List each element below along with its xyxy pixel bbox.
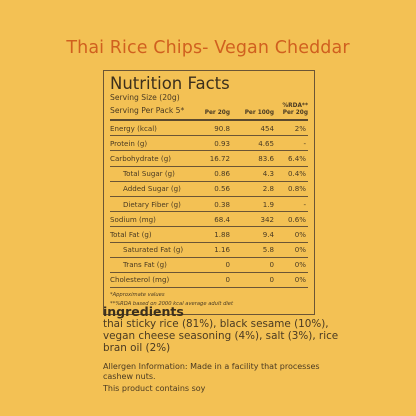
table-row-saturated-fat: Saturated Fat (g) 1.16 5.8 0% <box>110 243 308 258</box>
row-label: Sodium (mg) <box>110 214 156 224</box>
row-label: Trans Fat (g) <box>123 260 167 270</box>
row-label: Energy (kcal) <box>110 123 157 133</box>
table-row-trans-fat: Trans Fat (g) 0 0 0% <box>110 258 308 273</box>
row-per20g: 0.93 <box>214 138 230 148</box>
table-row-dietary-fiber: Dietary Fiber (g) 0.38 1.9 - <box>110 197 308 213</box>
row-label: Total Sugar (g) <box>123 169 175 179</box>
row-per100g: 83.6 <box>258 153 274 163</box>
table-row-energy: Energy (kcal) 90.8 454 2% <box>110 121 308 137</box>
column-header-rda-line1: %RDA** <box>282 103 308 109</box>
row-per100g: 1.9 <box>262 199 274 209</box>
product-title: Thai Rice Chips- Vegan Cheddar <box>66 38 350 58</box>
column-header-row: Serving Per Pack 5* Per 20g Per 100g %RD… <box>110 103 308 116</box>
row-rda: 2% <box>294 123 306 133</box>
row-rda: 0% <box>294 245 306 255</box>
row-per20g: 0.56 <box>214 184 230 194</box>
row-label: Dietary Fiber (g) <box>123 199 181 209</box>
row-rda: 0.8% <box>287 184 306 194</box>
row-rda: - <box>303 138 306 148</box>
soy-notice: This product contains soy <box>103 384 206 393</box>
row-rda: 6.4% <box>287 153 306 163</box>
row-per100g: 454 <box>260 123 274 133</box>
table-row-protein: Protein (g) 0.93 4.65 - <box>110 136 308 152</box>
column-header-per20g: Per 20g <box>204 109 230 116</box>
row-label: Total Fat (g) <box>110 229 152 239</box>
row-rda: 0.4% <box>287 169 306 179</box>
row-per20g: 68.4 <box>214 214 230 224</box>
row-rda: 0% <box>294 229 306 239</box>
ingredients-text: thai sticky rice (81%), black sesame (10… <box>103 318 339 354</box>
row-per20g: 90.8 <box>214 123 230 133</box>
row-per100g: 0 <box>269 275 274 285</box>
row-label: Protein (g) <box>110 138 148 148</box>
row-per100g: 4.3 <box>262 169 274 179</box>
table-row-sodium: Sodium (mg) 68.4 342 0.6% <box>110 212 308 228</box>
row-per100g: 9.4 <box>262 229 274 239</box>
row-rda: 0.6% <box>287 214 306 224</box>
row-per20g: 16.72 <box>209 153 230 163</box>
table-row-cholesterol: Cholesterol (mg) 0 0 0% <box>110 273 308 289</box>
row-per100g: 2.8 <box>262 184 274 194</box>
footnote-rda: **%RDA based on 2000 kcal average adult … <box>110 301 234 308</box>
row-per20g: 1.88 <box>214 229 230 239</box>
row-per20g: 0.86 <box>214 169 230 179</box>
ingredients-heading: ingredients <box>103 304 184 319</box>
row-per100g: 342 <box>260 214 274 224</box>
nutrition-facts-panel: Nutrition Facts Serving Size (20g) Servi… <box>103 70 315 316</box>
column-header-rda: %RDA** Per 20g <box>274 103 308 116</box>
serving-per-pack: Serving Per Pack 5* <box>110 106 185 115</box>
row-label: Cholesterol (mg) <box>110 275 170 285</box>
row-rda: 0% <box>294 260 306 270</box>
allergen-information: Allergen Information: Made in a facility… <box>103 362 320 381</box>
row-label: Added Sugar (g) <box>123 184 181 194</box>
row-per100g: 0 <box>269 260 274 270</box>
row-per20g: 1.16 <box>214 245 230 255</box>
header-divider <box>110 119 308 121</box>
row-rda: 0% <box>294 275 306 285</box>
row-rda: - <box>303 199 306 209</box>
row-per100g: 4.65 <box>258 138 274 148</box>
table-row-total-fat: Total Fat (g) 1.88 9.4 0% <box>110 227 308 243</box>
column-header-rda-line2: Per 20g <box>282 109 308 116</box>
row-per20g: 0 <box>225 260 230 270</box>
column-header-per100g: Per 100g <box>244 109 274 116</box>
row-per20g: 0 <box>225 275 230 285</box>
row-per20g: 0.38 <box>214 199 230 209</box>
row-label: Saturated Fat (g) <box>123 245 184 255</box>
row-per100g: 5.8 <box>262 245 274 255</box>
row-label: Carbohydrate (g) <box>110 153 171 163</box>
serving-size: Serving Size (20g) <box>110 93 180 102</box>
footnotes: *Approximate values **%RDA based on 2000… <box>110 288 308 311</box>
nutrition-facts-heading: Nutrition Facts <box>110 74 230 93</box>
table-row-carbohydrate: Carbohydrate (g) 16.72 83.6 6.4% <box>110 151 308 167</box>
table-row-added-sugar: Added Sugar (g) 0.56 2.8 0.8% <box>110 182 308 197</box>
table-row-total-sugar: Total Sugar (g) 0.86 4.3 0.4% <box>110 167 308 182</box>
footnote-approximate: *Approximate values <box>110 292 165 299</box>
